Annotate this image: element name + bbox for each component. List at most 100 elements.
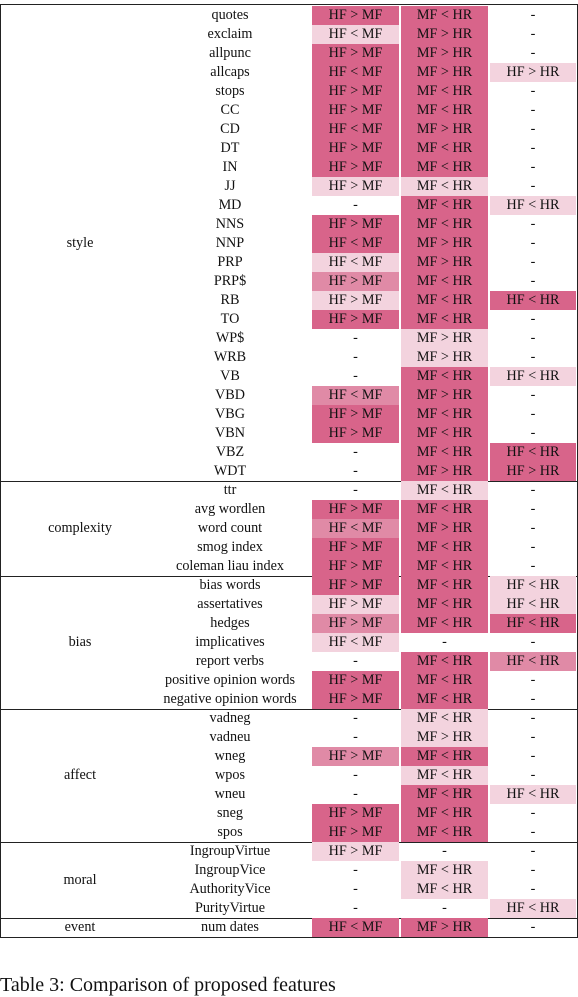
hf-vs-mf-cell: HF < MF	[312, 386, 399, 405]
hf-vs-mf-cell: HF > MF	[312, 310, 399, 329]
mf-vs-hr-cell: MF < HR	[401, 747, 488, 766]
mf-vs-hr-cell: MF < HR	[401, 557, 488, 576]
mf-vs-hr-cell: MF < HR	[401, 614, 488, 633]
feature-name: VBN	[215, 425, 245, 441]
feature-name: allcaps	[210, 64, 250, 80]
hf-vs-mf-cell: -	[353, 197, 358, 213]
hf-vs-hr-cell: -	[530, 767, 536, 783]
feature-name: IngroupVice	[194, 862, 266, 878]
feature-name: VBD	[215, 387, 245, 403]
hf-vs-mf-cell: -	[353, 767, 358, 783]
top-rule	[0, 4, 578, 5]
mf-vs-hr-cell: MF < HR	[401, 861, 488, 880]
feature-name: vadneg	[209, 710, 251, 726]
hf-vs-hr-cell: HF < HR	[490, 899, 576, 918]
feature-name: PurityVirtue	[194, 900, 266, 916]
table-row: AuthorityVice - MF < HR -	[0, 880, 578, 899]
hf-vs-mf-cell: HF > MF	[312, 424, 399, 443]
hf-vs-mf-cell: -	[353, 368, 358, 384]
hf-vs-hr-cell: HF < HR	[490, 443, 576, 462]
mf-vs-hr-cell: -	[442, 634, 447, 650]
hf-vs-mf-cell: HF > MF	[312, 747, 399, 766]
feature-name: VBG	[215, 406, 245, 422]
feature-name: hedges	[210, 615, 250, 631]
mf-vs-hr-cell: MF < HR	[401, 139, 488, 158]
table-row: positive opinion words HF > MF MF < HR -	[0, 671, 578, 690]
mf-vs-hr-cell: MF < HR	[401, 595, 488, 614]
hf-vs-mf-cell: HF > MF	[312, 6, 399, 25]
mf-vs-hr-cell: MF < HR	[401, 158, 488, 177]
mf-vs-hr-cell: MF < HR	[401, 272, 488, 291]
hf-vs-hr-cell: -	[530, 273, 536, 289]
feature-name: DT	[220, 140, 240, 156]
table-row: implicatives HF < MF - -	[0, 633, 578, 652]
table-row: vadneu - MF > HR -	[0, 728, 578, 747]
hf-vs-mf-cell: -	[353, 862, 358, 878]
feature-name: ttr	[223, 482, 237, 498]
hf-vs-mf-cell: HF > MF	[312, 671, 399, 690]
hf-vs-hr-cell: -	[530, 729, 536, 745]
hf-vs-mf-cell: HF > MF	[312, 842, 399, 861]
hf-vs-hr-cell: -	[530, 45, 536, 61]
mf-vs-hr-cell: MF < HR	[401, 576, 488, 595]
table-row: CC HF > MF MF < HR -	[0, 101, 578, 120]
table-row: wpos - MF < HR -	[0, 766, 578, 785]
table-row: word count HF < MF MF > HR -	[0, 519, 578, 538]
hf-vs-hr-cell: -	[530, 330, 536, 346]
table-row: exclaim HF < MF MF > HR -	[0, 25, 578, 44]
mf-vs-hr-cell: MF < HR	[401, 101, 488, 120]
feature-name: NNP	[215, 235, 245, 251]
mf-vs-hr-cell: MF > HR	[401, 44, 488, 63]
feature-name: wneg	[214, 748, 246, 764]
hf-vs-hr-cell: HF < HR	[490, 576, 576, 595]
table-row: allcaps HF < MF MF > HR HF > HR	[0, 63, 578, 82]
mf-vs-hr-cell: MF < HR	[401, 766, 488, 785]
hf-vs-hr-cell: -	[530, 102, 536, 118]
hf-vs-mf-cell: -	[353, 653, 358, 669]
group-label-style: style	[66, 235, 94, 251]
feature-name: report verbs	[195, 653, 265, 669]
feature-name: avg wordlen	[194, 501, 266, 517]
hf-vs-mf-cell: HF > MF	[312, 595, 399, 614]
table-row: WP$ - MF > HR -	[0, 329, 578, 348]
table-row: VBD HF < MF MF > HR -	[0, 386, 578, 405]
hf-vs-mf-cell: -	[353, 463, 358, 479]
table-row: spos HF > MF MF < HR -	[0, 823, 578, 842]
hf-vs-hr-cell: -	[530, 482, 536, 498]
hf-vs-hr-cell: HF < HR	[490, 196, 576, 215]
mf-vs-hr-cell: MF < HR	[401, 709, 488, 728]
mf-vs-hr-cell: MF > HR	[401, 519, 488, 538]
table-row: num dates HF < MF MF > HR -	[0, 918, 578, 937]
table-row: WRB - MF > HR -	[0, 348, 578, 367]
hf-vs-mf-cell: -	[353, 710, 358, 726]
feature-name: allpunc	[209, 45, 251, 61]
table-row: IngroupVirtue HF > MF - -	[0, 842, 578, 861]
feature-name: wpos	[215, 767, 245, 783]
mf-vs-hr-cell: MF < HR	[401, 405, 488, 424]
feature-name: WP$	[215, 330, 245, 346]
table-row: WDT - MF > HR HF > HR	[0, 462, 578, 481]
table-row: PRP HF < MF MF > HR -	[0, 253, 578, 272]
hf-vs-hr-cell: -	[530, 691, 536, 707]
hf-vs-hr-cell: -	[530, 121, 536, 137]
hf-vs-mf-cell: -	[353, 330, 358, 346]
table-row: negative opinion words HF > MF MF < HR -	[0, 690, 578, 709]
feature-name: coleman liau index	[176, 558, 284, 574]
hf-vs-hr-cell: -	[530, 7, 536, 23]
hf-vs-hr-cell: -	[530, 919, 536, 935]
mf-vs-hr-cell: MF < HR	[401, 880, 488, 899]
hf-vs-mf-cell: -	[353, 349, 358, 365]
feature-name: RB	[220, 292, 240, 308]
hf-vs-mf-cell: HF > MF	[312, 272, 399, 291]
feature-name: positive opinion words	[164, 672, 296, 688]
table-row: wneu - MF < HR HF < HR	[0, 785, 578, 804]
feature-name: vadneu	[209, 729, 251, 745]
group-label-bias: bias	[68, 634, 92, 650]
hf-vs-mf-cell: HF > MF	[312, 291, 399, 310]
hf-vs-mf-cell: HF > MF	[312, 576, 399, 595]
hf-vs-hr-cell: HF > HR	[490, 462, 576, 481]
table-row: allpunc HF > MF MF > HR -	[0, 44, 578, 63]
hf-vs-mf-cell: HF > MF	[312, 44, 399, 63]
mf-vs-hr-cell: MF > HR	[401, 386, 488, 405]
table-row: DT HF > MF MF < HR -	[0, 139, 578, 158]
